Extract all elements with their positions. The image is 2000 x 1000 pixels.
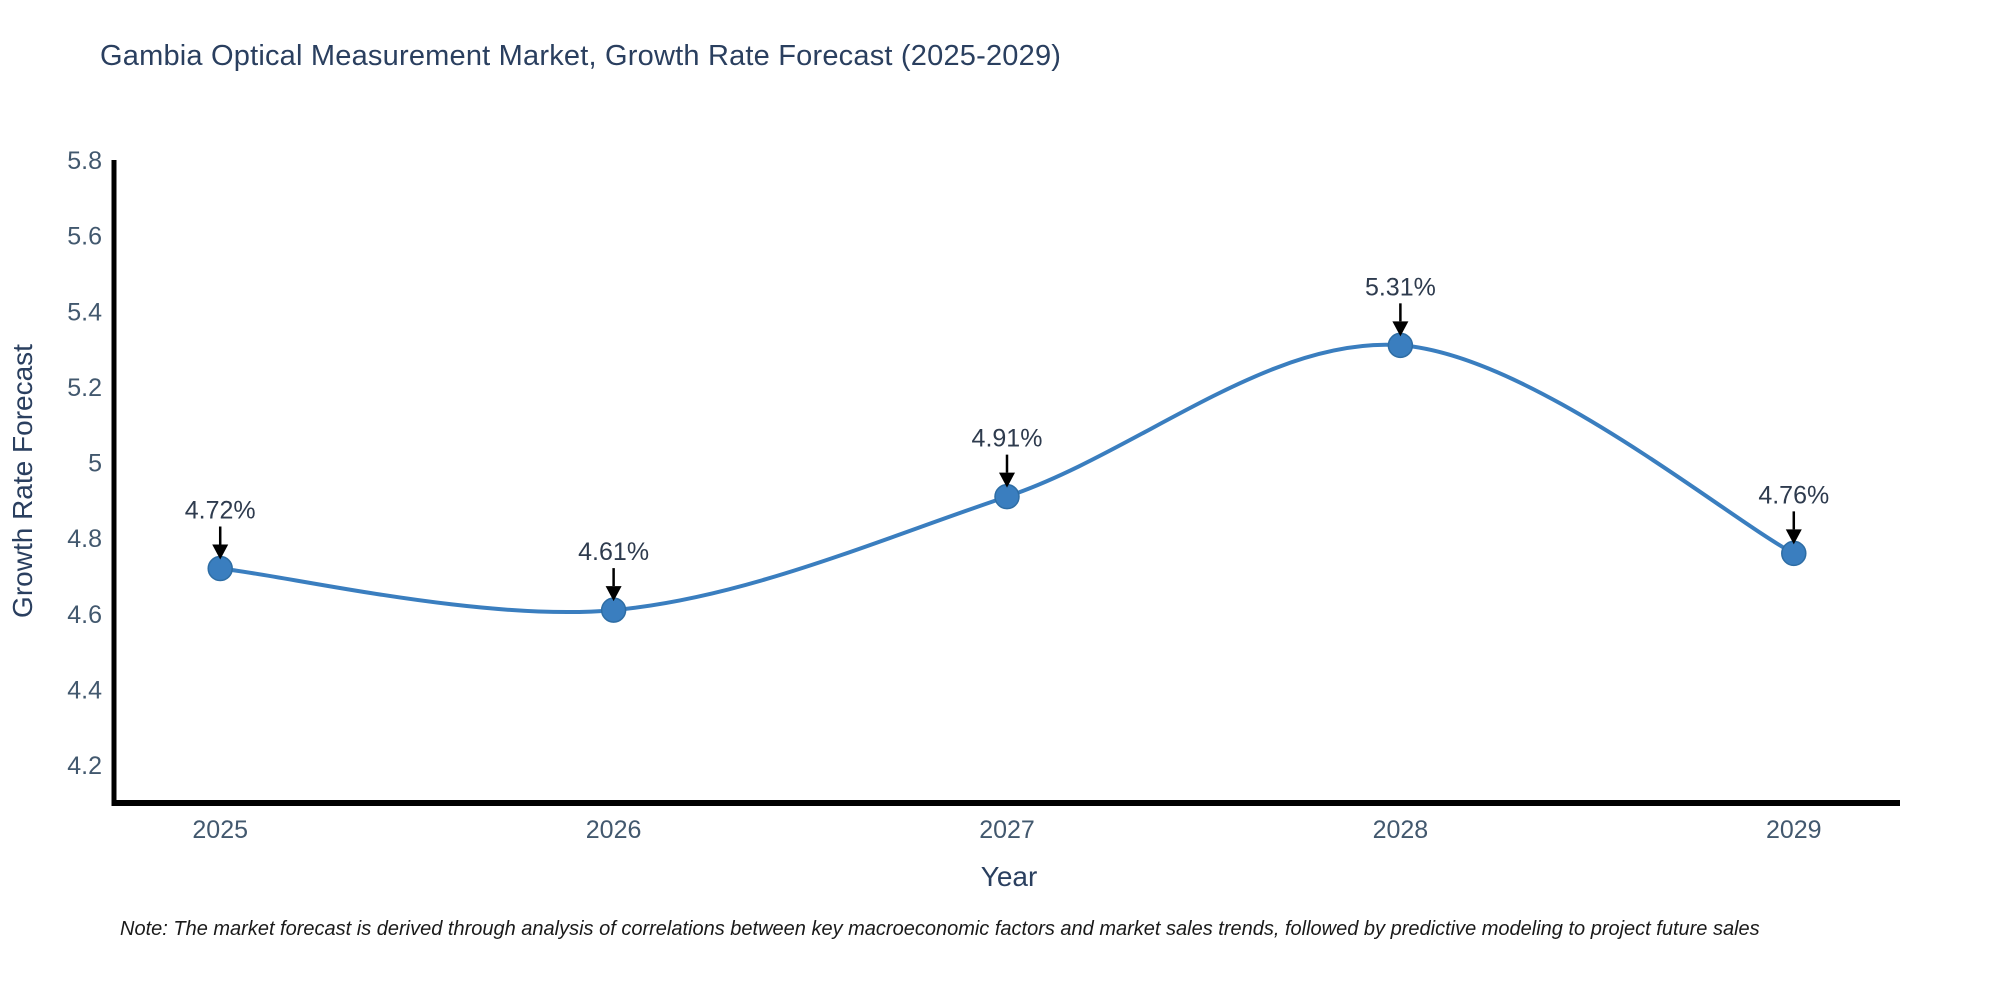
annotation-arrowhead bbox=[605, 586, 622, 602]
y-tick-label: 5.4 bbox=[67, 298, 102, 326]
y-tick-label: 4.4 bbox=[67, 677, 102, 705]
x-tick-label: 2025 bbox=[192, 816, 248, 844]
footnote: Note: The market forecast is derived thr… bbox=[120, 918, 1760, 940]
y-tick-label: 5.6 bbox=[67, 223, 102, 251]
annotation-label: 5.31% bbox=[1365, 273, 1436, 301]
x-tick-label: 2029 bbox=[1766, 816, 1822, 844]
annotation-arrowhead bbox=[999, 472, 1015, 488]
x-tick-label: 2028 bbox=[1373, 816, 1429, 844]
annotation-label: 4.72% bbox=[185, 496, 256, 524]
y-axis-title: Growth Rate Forecast bbox=[7, 344, 38, 618]
data-point-marker bbox=[994, 483, 1020, 510]
x-tick-label: 2026 bbox=[586, 816, 642, 844]
y-tick-label: 5.2 bbox=[67, 374, 102, 402]
annotation-label: 4.91% bbox=[972, 425, 1043, 453]
x-tick-label: 2027 bbox=[979, 816, 1035, 844]
y-tick-label: 4.2 bbox=[67, 752, 102, 780]
x-axis-title: Year bbox=[980, 861, 1038, 892]
y-axis-spine bbox=[111, 160, 117, 806]
y-tick-label: 4.8 bbox=[67, 525, 102, 553]
data-point-marker bbox=[600, 597, 627, 623]
data-point-marker bbox=[207, 555, 233, 582]
y-tick-label: 5.8 bbox=[67, 147, 102, 175]
plot-area: 4.2 4.4 4.6 4.8 5 5.2 5.4 5.6 5.8 2025 2026 2027 202… bbox=[67, 147, 1900, 844]
annotation-arrowhead bbox=[1785, 529, 1802, 545]
x-axis-spine bbox=[111, 800, 1900, 806]
y-tick-label: 4.6 bbox=[67, 601, 102, 629]
annotation-arrowhead bbox=[1392, 321, 1409, 337]
annotation-arrowhead bbox=[212, 544, 229, 560]
data-point-marker bbox=[1781, 540, 1807, 567]
data-point-marker bbox=[1387, 332, 1414, 359]
chart-title: Gambia Optical Measurement Market, Growt… bbox=[100, 40, 1062, 72]
annotation-label: 4.61% bbox=[578, 538, 649, 566]
y-tick-label: 5 bbox=[88, 450, 102, 478]
annotation-label: 4.76% bbox=[1758, 481, 1829, 509]
